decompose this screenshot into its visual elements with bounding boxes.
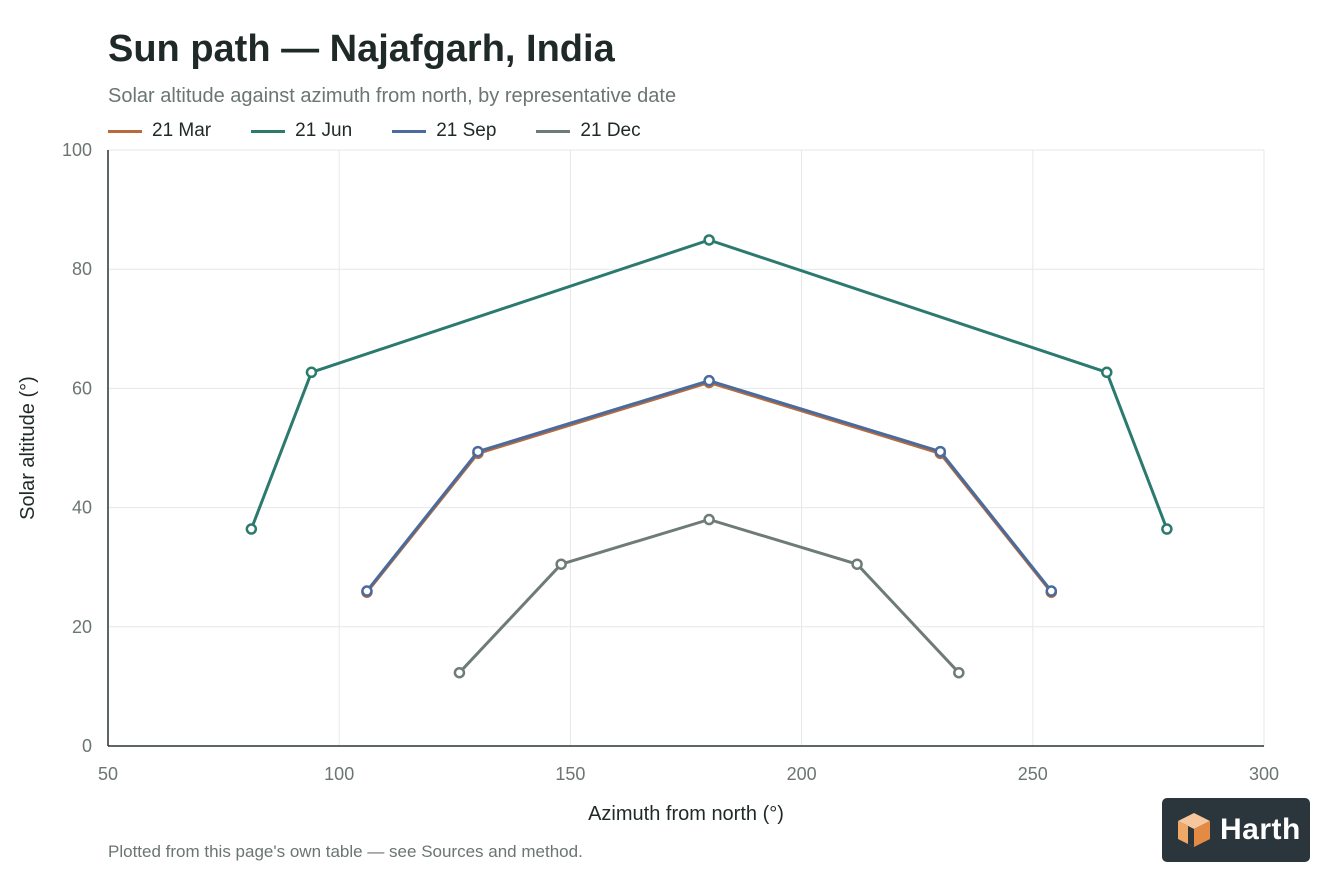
harth-logo: Harth — [1162, 798, 1310, 862]
y-tick-label: 20 — [72, 617, 92, 637]
y-tick-label: 80 — [72, 259, 92, 279]
data-point-21-dec — [555, 558, 567, 570]
legend-item-21-jun: 21 Jun — [251, 120, 352, 142]
chart-subtitle: Solar altitude against azimuth from nort… — [108, 85, 677, 107]
footnote: Plotted from this page's own table — see… — [108, 842, 583, 861]
data-point-21-sep — [934, 445, 947, 458]
x-tick-label: 50 — [98, 764, 118, 784]
legend-swatch — [251, 129, 286, 133]
legend-swatch — [536, 129, 571, 133]
legend-item-21-mar: 21 Mar — [108, 120, 211, 142]
legend-label: 21 Dec — [580, 120, 641, 141]
y-axis-title: Solar altitude (°) — [17, 376, 39, 520]
series-line-21-mar — [365, 380, 1053, 594]
data-point-21-sep — [703, 374, 715, 387]
legend-item-21-dec: 21 Dec — [536, 120, 641, 142]
y-tick-label: 40 — [72, 498, 92, 518]
data-point-21-jun — [1161, 523, 1173, 535]
data-point-21-dec — [851, 558, 863, 570]
chart-legend: 21 Mar 21 Jun 21 Sep 21 Dec — [108, 120, 641, 142]
y-tick-label: 0 — [82, 736, 92, 756]
x-axis-title: Azimuth from north (°) — [588, 803, 784, 825]
data-point-21-sep — [361, 585, 373, 597]
legend-item-21-sep: 21 Sep — [392, 120, 496, 142]
chart-title: Sun path — Najafgarh, India — [108, 28, 615, 70]
x-tick-label: 250 — [1018, 764, 1048, 784]
data-point-21-sep — [1045, 585, 1058, 597]
harth-logo-text: Harth — [1220, 813, 1301, 846]
legend-label: 21 Jun — [295, 120, 353, 141]
data-point-21-sep — [472, 445, 484, 458]
harth-cube-logo-icon — [1178, 813, 1210, 847]
data-point-21-jun — [245, 523, 258, 535]
data-point-21-dec — [453, 666, 466, 679]
x-tick-label: 200 — [787, 764, 817, 784]
y-tick-label: 60 — [72, 378, 92, 398]
series-line-21-dec — [457, 518, 961, 675]
series-line-21-sep — [365, 379, 1053, 593]
data-point-21-dec — [953, 666, 965, 679]
x-tick-label: 100 — [324, 764, 354, 784]
x-tick-label: 300 — [1249, 764, 1279, 784]
data-point-21-jun — [1101, 366, 1113, 379]
legend-label: 21 Mar — [152, 120, 212, 141]
legend-label: 21 Sep — [436, 120, 497, 141]
data-point-21-dec — [703, 513, 715, 526]
legend-swatch — [392, 129, 427, 133]
data-point-21-jun — [305, 366, 318, 379]
x-tick-label: 150 — [555, 764, 585, 784]
y-tick-label: 100 — [62, 140, 92, 160]
data-point-21-jun — [703, 234, 715, 246]
legend-swatch — [108, 129, 142, 133]
